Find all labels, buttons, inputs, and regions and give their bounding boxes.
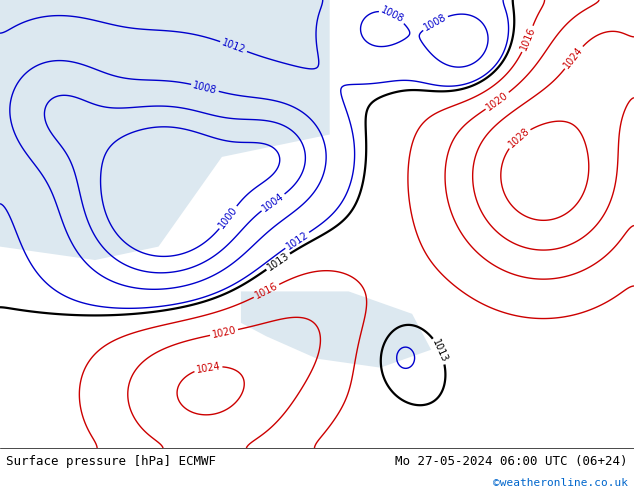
Text: ©weatheronline.co.uk: ©weatheronline.co.uk <box>493 477 628 488</box>
Text: 1008: 1008 <box>192 80 218 96</box>
Text: Surface pressure [hPa] ECMWF: Surface pressure [hPa] ECMWF <box>6 455 216 468</box>
Text: 1024: 1024 <box>195 361 221 374</box>
Text: 1028: 1028 <box>506 126 531 150</box>
Text: 1012: 1012 <box>284 229 310 251</box>
Text: 1013: 1013 <box>430 338 450 364</box>
Text: 1008: 1008 <box>422 12 448 33</box>
Text: 1013: 1013 <box>265 250 291 272</box>
Text: 1024: 1024 <box>562 45 585 70</box>
Text: 1016: 1016 <box>254 281 280 301</box>
Text: 1000: 1000 <box>217 205 240 230</box>
Text: 1012: 1012 <box>220 38 247 55</box>
Text: 1008: 1008 <box>379 5 406 25</box>
Text: 1020: 1020 <box>484 90 510 112</box>
Text: 1004: 1004 <box>260 191 286 214</box>
Text: Mo 27-05-2024 06:00 UTC (06+24): Mo 27-05-2024 06:00 UTC (06+24) <box>395 455 628 468</box>
Polygon shape <box>241 292 431 368</box>
Polygon shape <box>0 0 330 260</box>
Text: 1016: 1016 <box>519 26 537 52</box>
Text: 1020: 1020 <box>211 325 237 340</box>
